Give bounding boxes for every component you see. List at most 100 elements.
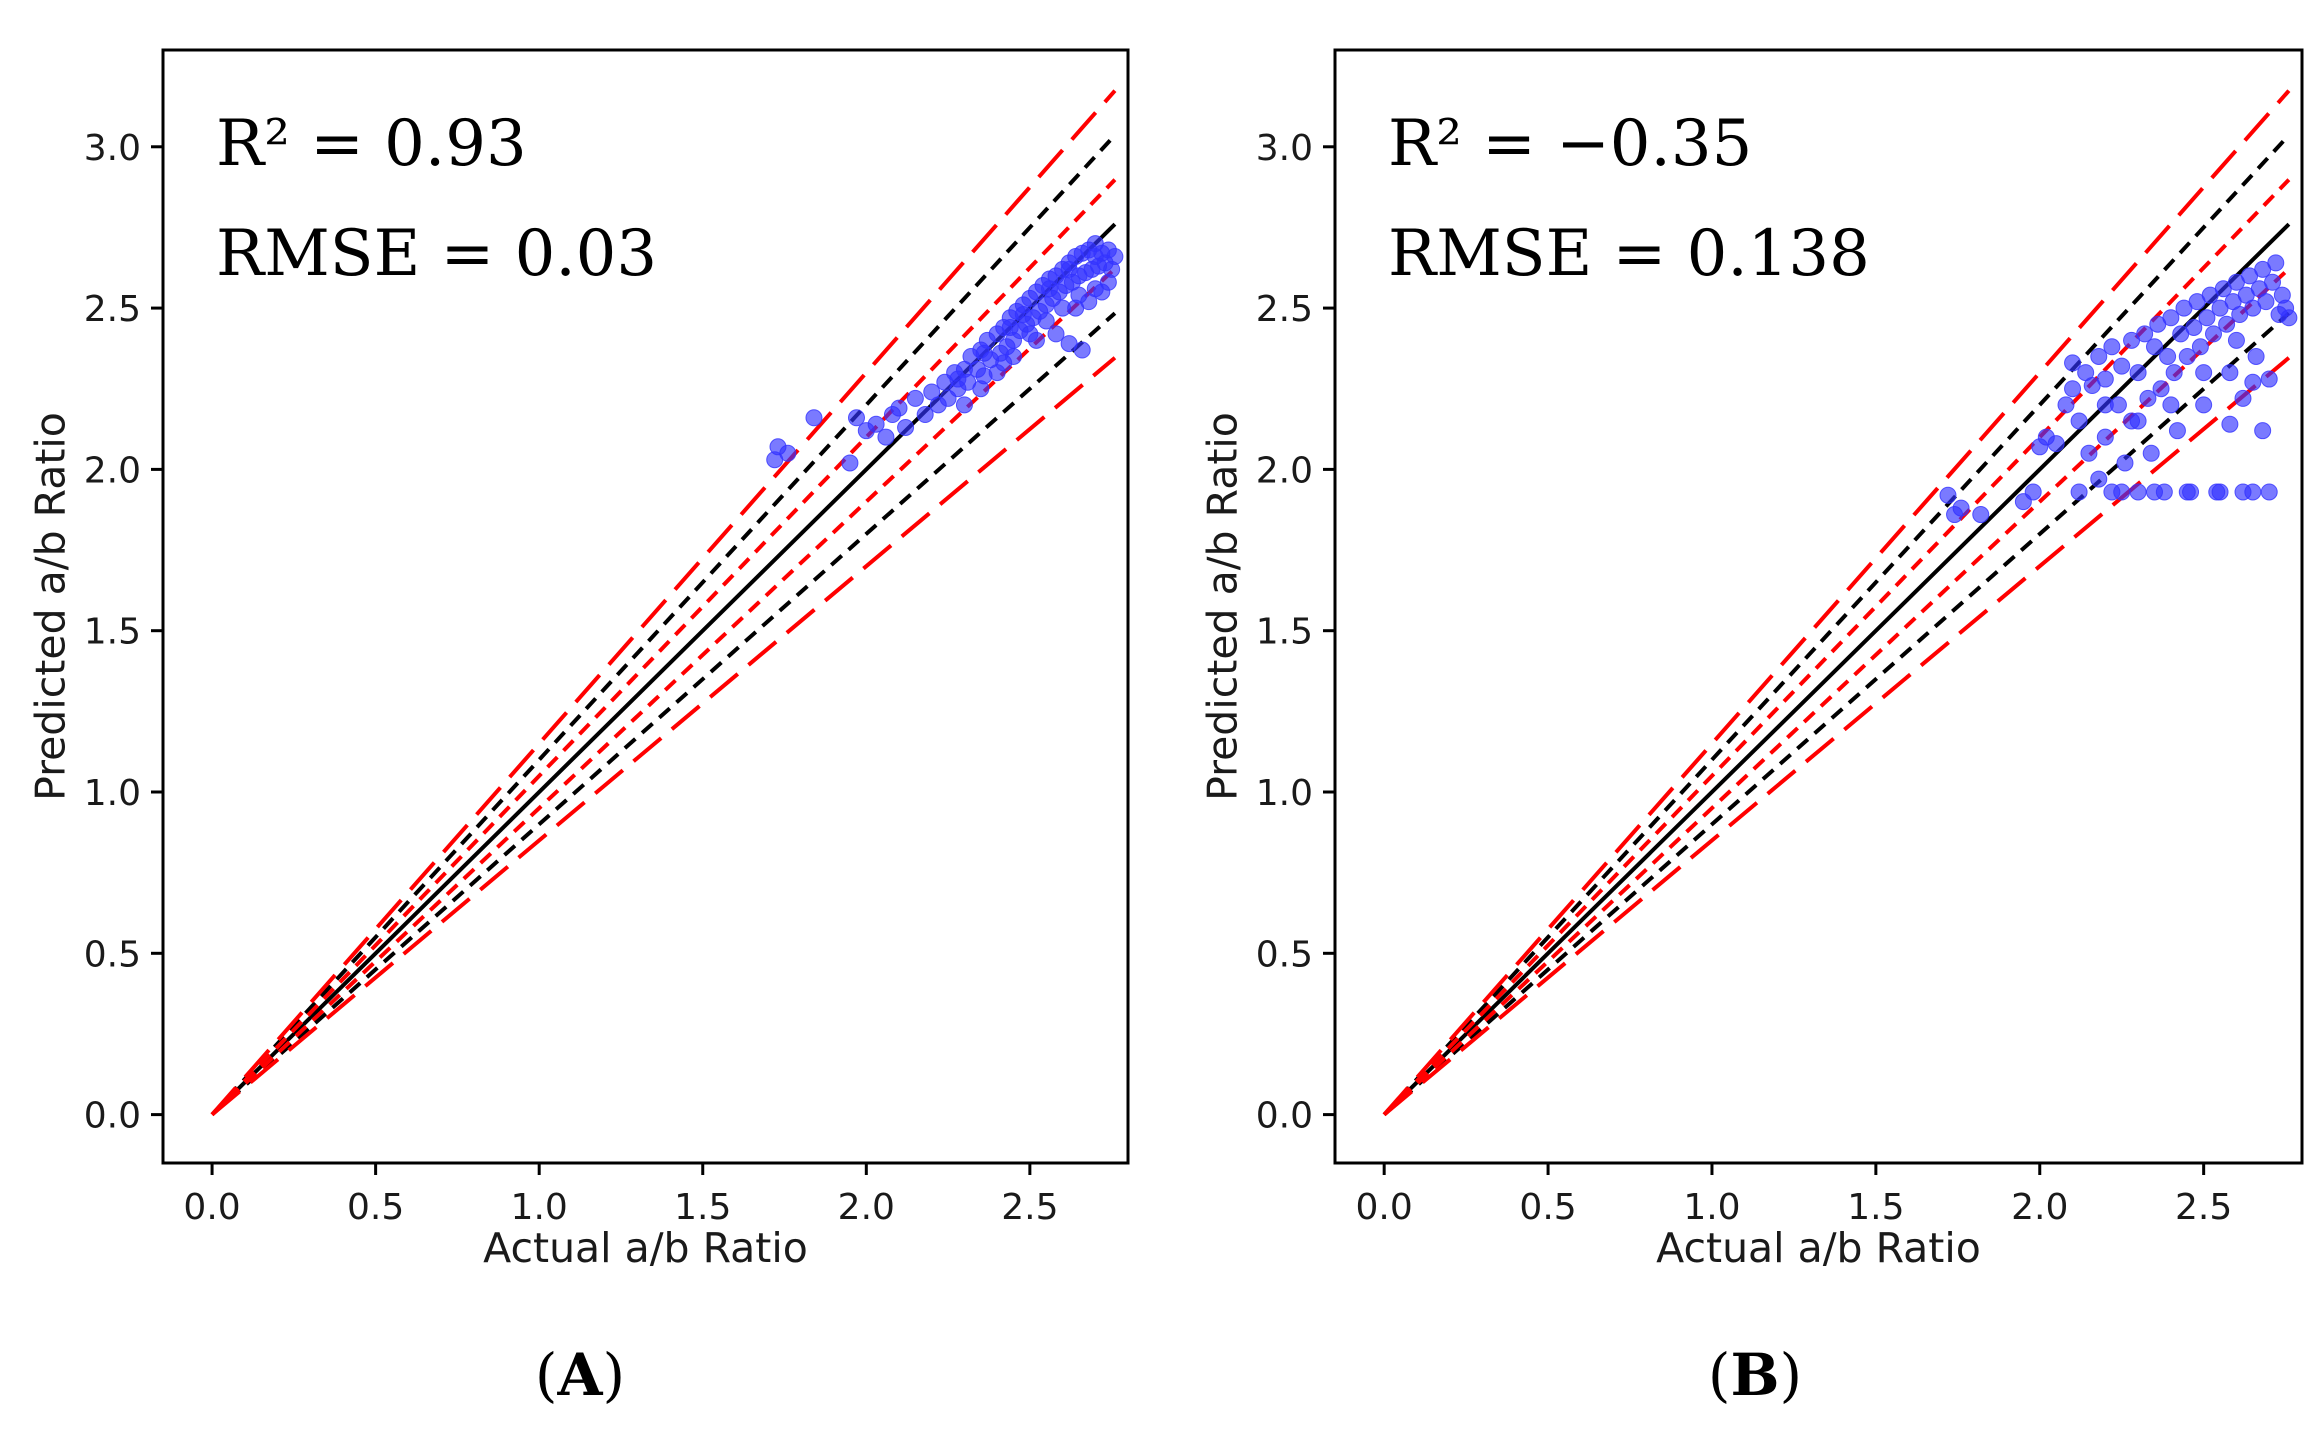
scatter-points xyxy=(1939,254,2298,524)
data-point xyxy=(2139,389,2157,407)
data-point xyxy=(2096,370,2114,388)
data-point xyxy=(2113,483,2131,501)
y-tick-label: 0.0 xyxy=(1256,1096,1313,1137)
data-point xyxy=(2218,315,2236,333)
data-point xyxy=(975,344,993,362)
reference-line-upper-black-dashed xyxy=(1382,133,2291,1116)
data-point xyxy=(2267,254,2285,272)
x-tick-label: 0.0 xyxy=(1356,1187,1413,1228)
data-point xyxy=(2221,364,2239,382)
rmse-annotation: RMSE = 0.03 xyxy=(216,217,657,291)
y-tick-label: 1.5 xyxy=(1256,612,1313,653)
data-point xyxy=(2260,483,2278,501)
x-tick-label: 2.5 xyxy=(1001,1187,1058,1228)
data-point xyxy=(2129,412,2147,430)
panel-label-close: ) xyxy=(1780,1341,1803,1409)
data-point xyxy=(1037,312,1055,330)
data-point xyxy=(2129,483,2147,501)
panel-label: (A) xyxy=(535,1341,625,1409)
y-tick-label: 0.5 xyxy=(84,934,141,975)
data-point xyxy=(2260,370,2278,388)
data-point xyxy=(2185,318,2203,336)
data-point xyxy=(2103,338,2121,356)
y-tick-label: 2.0 xyxy=(84,450,141,491)
data-point xyxy=(2263,273,2281,291)
data-point xyxy=(2244,483,2262,501)
data-point xyxy=(949,370,967,388)
panel-b: 0.0 0.5 1.0 1.5 2.0 2.5 0.0 0.5 1.0 1.5 2.0 2.5 3.0… xyxy=(1198,48,2304,1409)
reference-line-upper-red-short xyxy=(210,178,1117,1116)
data-point xyxy=(906,389,924,407)
r-squared-annotation: R² = −0.35 xyxy=(1388,107,1752,181)
y-tick-label: 0.5 xyxy=(1256,934,1313,975)
y-tick-label: 1.0 xyxy=(1256,773,1313,814)
panel-label-open: ( xyxy=(535,1341,558,1409)
x-tick-label: 2.0 xyxy=(838,1187,895,1228)
data-point xyxy=(2178,347,2196,365)
data-point xyxy=(1086,235,1104,253)
data-point xyxy=(897,418,915,436)
data-point xyxy=(2152,380,2170,398)
x-tick-label: 1.0 xyxy=(511,1187,568,1228)
data-point xyxy=(2129,364,2147,382)
reference-line-lower-red-long xyxy=(210,356,1117,1117)
x-tick-label: 1.0 xyxy=(1683,1187,1740,1228)
data-point xyxy=(2195,364,2213,382)
data-point xyxy=(1939,486,1957,504)
data-point xyxy=(805,409,823,427)
data-point xyxy=(2090,470,2108,488)
data-point xyxy=(877,428,895,446)
data-point xyxy=(2168,422,2186,440)
y-tick-label: 2.5 xyxy=(1256,289,1313,330)
data-point xyxy=(1099,273,1117,291)
x-axis-ticks: 0.0 0.5 1.0 1.5 2.0 2.5 xyxy=(183,1163,1058,1228)
scatter-points xyxy=(766,235,1124,472)
data-point xyxy=(2113,357,2131,375)
data-point xyxy=(2070,483,2088,501)
data-point xyxy=(890,399,908,417)
data-point xyxy=(1972,506,1990,524)
panel-label-letter: A xyxy=(556,1341,603,1409)
y-tick-label: 0.0 xyxy=(84,1096,141,1137)
y-tick-label: 2.0 xyxy=(1256,450,1313,491)
panel-label-letter: B xyxy=(1730,1341,1779,1409)
x-tick-label: 2.0 xyxy=(2011,1187,2068,1228)
data-point xyxy=(2142,444,2160,462)
data-point xyxy=(1047,325,1065,343)
data-point xyxy=(2211,483,2229,501)
data-point xyxy=(2145,483,2163,501)
data-point xyxy=(2244,373,2262,391)
data-point xyxy=(972,380,990,398)
y-axis-label: Predicted a/b Ratio xyxy=(1198,412,1246,801)
data-point xyxy=(2024,483,2042,501)
panel-label: (B) xyxy=(1708,1341,1802,1409)
data-point xyxy=(995,354,1013,372)
data-point xyxy=(2191,338,2209,356)
data-point xyxy=(2162,396,2180,414)
data-point xyxy=(2064,354,2082,372)
data-point xyxy=(2057,396,2075,414)
data-point xyxy=(1027,331,1045,349)
data-point xyxy=(916,406,934,424)
data-point xyxy=(1067,299,1085,317)
data-point xyxy=(1060,260,1078,278)
data-point xyxy=(955,396,973,414)
data-point xyxy=(2159,347,2177,365)
reference-line-upper-red-long xyxy=(210,89,1117,1116)
x-axis-label: Actual a/b Ratio xyxy=(1656,1224,1981,1272)
y-axis-label: Predicted a/b Ratio xyxy=(26,412,74,801)
x-tick-label: 1.5 xyxy=(1847,1187,1904,1228)
data-point xyxy=(867,415,885,433)
data-point xyxy=(2254,422,2272,440)
x-tick-label: 0.5 xyxy=(1519,1187,1576,1228)
x-axis-ticks: 0.0 0.5 1.0 1.5 2.0 2.5 xyxy=(1356,1163,2232,1228)
rmse-annotation: RMSE = 0.138 xyxy=(1388,217,1870,291)
x-tick-label: 2.5 xyxy=(2175,1187,2232,1228)
data-point xyxy=(2234,389,2252,407)
data-point xyxy=(2221,415,2239,433)
data-point xyxy=(1073,341,1091,359)
data-point xyxy=(2165,364,2183,382)
data-point xyxy=(847,409,865,427)
data-point xyxy=(2198,309,2216,327)
